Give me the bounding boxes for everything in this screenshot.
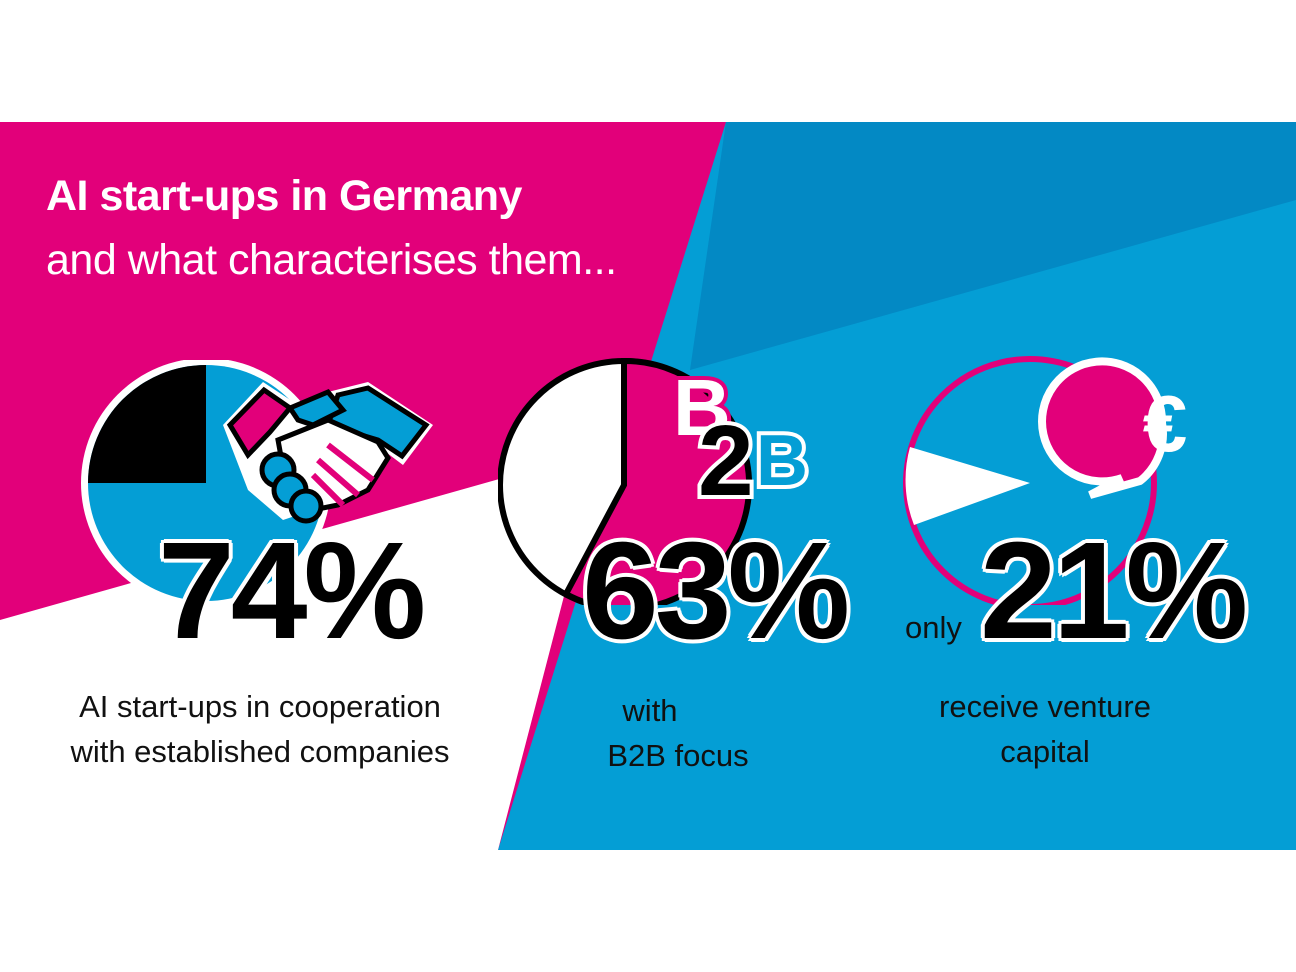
euro-symbol: € [1143,379,1188,468]
white-panel [0,450,602,850]
b2b-letter-b1: B [673,363,731,452]
description-line: receive venture [939,689,1151,724]
stat-value-cooperation: 74% [158,514,426,668]
stat-prefix-only: only [905,610,962,645]
pie-slice-remaining [88,365,206,483]
euro-speech-bubble-icon: € [1038,357,1188,499]
description-line: AI start-ups in cooperation [79,689,441,724]
stat-description-venture-capital: receive venture capital [900,684,1190,774]
stat-description-cooperation: AI start-ups in cooperation with establi… [40,684,480,774]
pie-slice-venture-capital [905,447,1030,525]
description-line: with [622,693,678,728]
stat-value-b2b: 63% [582,514,850,668]
blue-panel [498,122,1296,850]
stat-description-b2b: with B2B focus [560,688,760,778]
handshake-icon [223,382,433,524]
pie-chart-venture-capital: € [903,356,1188,605]
pie-chart-cooperation [81,360,433,608]
blue-dark-stripe [690,122,1296,370]
stat-value-venture-capital: 21% [980,514,1248,668]
page-title: AI start-ups in Germany [46,172,522,220]
page-subtitle: and what characterises them... [46,236,617,284]
description-line: capital [1000,734,1090,769]
description-line: with established companies [70,734,450,769]
b2b-letter-b2: B [756,421,808,501]
pie-chart-b2b: B 2 B [498,357,812,605]
b2b-digit-2: 2 [698,405,754,517]
b2b-icon: B 2 B [669,359,812,521]
description-line: B2B focus [607,738,749,773]
pie-slice-b2b [561,357,753,605]
